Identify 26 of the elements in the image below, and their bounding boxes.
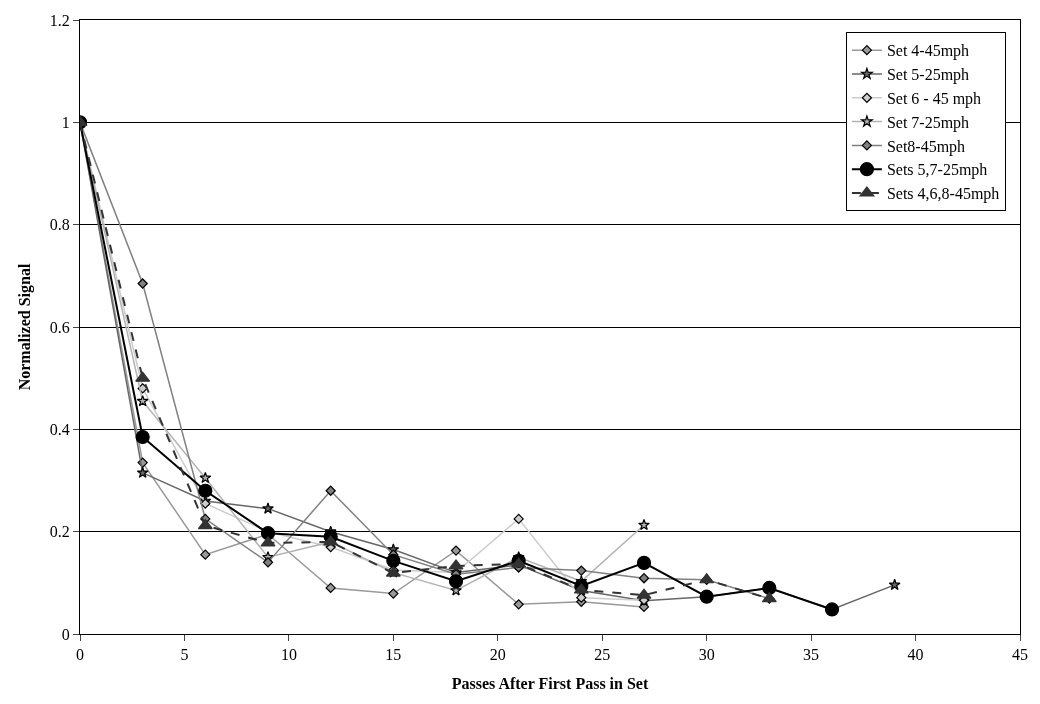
legend-label: Set 5-25mph [886,66,970,85]
legend-label: Set 4-45mph [886,42,970,61]
legend-label: Sets 5,7-25mph [886,161,988,180]
x-tick-label: 0 [76,646,84,664]
x-tick-label: 45 [1012,646,1028,664]
y-tick-label: 1 [61,113,70,131]
y-tick-label: 0.8 [49,216,70,234]
x-tick-label: 20 [489,646,506,664]
x-tick-label: 25 [594,646,611,664]
y-tick-label: 0.2 [49,523,70,541]
y-tick-label: 0.6 [49,318,70,336]
x-tick-label: 35 [803,646,820,664]
x-tick-label: 10 [280,646,297,664]
y-tick-label: 1.2 [49,11,70,29]
legend-label: Set 7-25mph [886,113,970,132]
y-tick-label: 0 [61,625,70,643]
x-tick-label: 15 [385,646,402,664]
x-tick-label: 40 [907,646,924,664]
x-tick-label: 5 [180,646,189,664]
legend-label: Sets 4,6,8-45mph [886,185,1000,204]
y-axis-title: Normalized Signal [15,263,34,391]
legend-label: Set8-45mph [886,137,966,156]
x-axis-title: Passes After First Pass in Set [451,674,649,692]
legend-label: Set 6 - 45 mph [886,90,982,109]
y-tick-label: 0.4 [49,420,70,438]
x-tick-label: 30 [698,646,715,664]
